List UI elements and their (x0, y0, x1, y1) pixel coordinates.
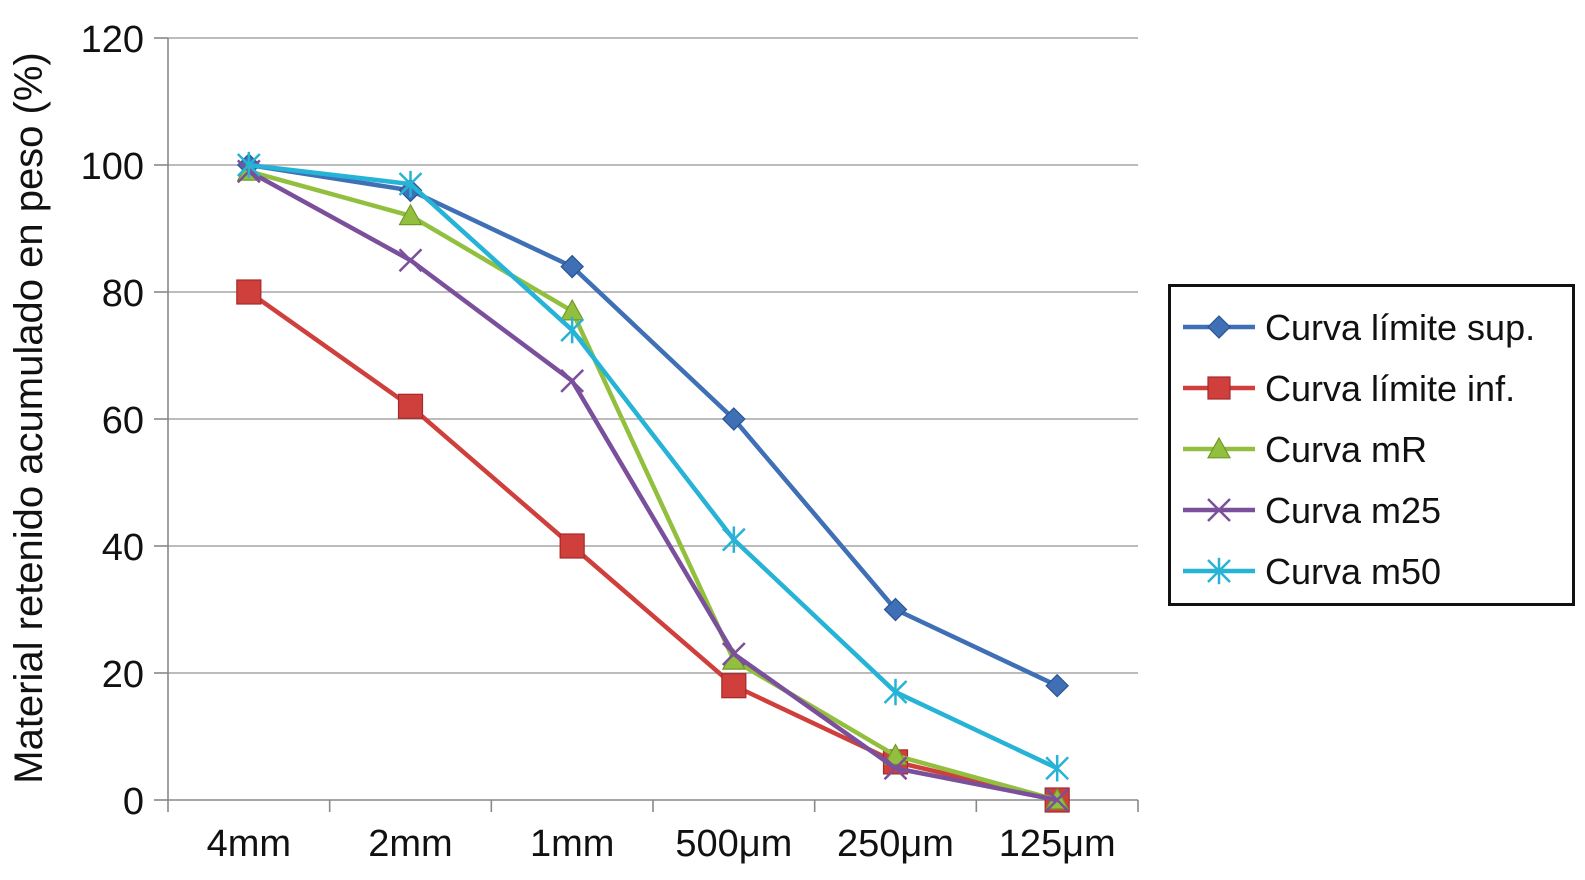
series-3 (236, 159, 1070, 810)
y-tick-label: 120 (81, 19, 144, 61)
y-tick-label: 40 (102, 527, 144, 569)
data-point-stroke (721, 642, 746, 666)
series-5 (236, 151, 1070, 782)
data-point (559, 533, 585, 559)
data-point (236, 151, 261, 179)
y-tick-label: 60 (102, 400, 144, 442)
data-point (1207, 315, 1231, 339)
legend-item: Curva límite inf. (1183, 368, 1515, 409)
legend-item: Curva mR (1183, 429, 1427, 470)
x-tick-label: 1mm (530, 823, 614, 865)
legend-item: Curva m25 (1183, 490, 1441, 531)
legend-item: Curva límite sup. (1183, 307, 1535, 348)
data-point (560, 316, 585, 344)
data-point (398, 248, 423, 273)
data-point (1207, 557, 1231, 585)
data-point (236, 279, 262, 305)
data-point (560, 298, 585, 321)
data-point-stroke (1207, 498, 1231, 522)
legend-label: Curva m50 (1265, 551, 1441, 592)
axes: 0 20 40 60 80 100 120 4mm 2mm 1mm 500μm 250μm 125μm (81, 19, 1139, 865)
legend-label: Curva m25 (1265, 490, 1441, 531)
data-point-stroke (560, 369, 585, 393)
y-axis-label: Material retenido acumulado en peso (%) (7, 52, 51, 784)
legend-label: Curva límite sup. (1265, 307, 1535, 348)
series-line (247, 169, 1058, 803)
series-line (248, 169, 1058, 803)
x-tick-label: 125μm (999, 823, 1116, 865)
data-point (883, 743, 908, 765)
data-point (560, 254, 585, 279)
series-line (248, 162, 1059, 688)
data-point (883, 756, 908, 781)
data-point (1206, 436, 1232, 459)
legend-item: Curva m50 (1183, 551, 1441, 592)
data-point (398, 170, 423, 198)
data-point (1045, 673, 1070, 698)
data-point (397, 393, 424, 419)
series-line (248, 162, 1059, 771)
legend-items: Curva límite sup. Curva límite inf. Curva … (1183, 307, 1535, 592)
data-point (1045, 788, 1070, 812)
series-4 (236, 159, 1070, 812)
series-lines (236, 151, 1070, 813)
data-point (721, 526, 746, 553)
data-point (1207, 376, 1231, 400)
data-point (1207, 498, 1231, 522)
x-tick-label: 500μm (675, 823, 792, 865)
data-point (560, 369, 585, 393)
y-tick-label: 20 (102, 654, 144, 696)
data-point-stroke (398, 248, 423, 273)
data-point (721, 642, 746, 666)
data-point (883, 597, 908, 622)
x-tick-label: 4mm (207, 823, 291, 865)
y-tick-label: 80 (102, 273, 144, 315)
grid-lines (168, 37, 1138, 674)
data-point-stroke (1045, 788, 1070, 812)
legend: Curva límite sup. Curva límite inf. Curva … (1168, 284, 1575, 606)
legend-label: Curva mR (1265, 429, 1427, 470)
y-tick-label: 100 (81, 146, 144, 188)
data-point (883, 678, 908, 706)
legend-label: Curva límite inf. (1265, 368, 1515, 409)
data-point (398, 203, 423, 226)
y-tick-label: 0 (123, 781, 144, 823)
data-point-stroke (883, 756, 908, 781)
data-point (1045, 755, 1070, 782)
x-tick-label: 250μm (837, 823, 954, 865)
data-point (721, 673, 747, 699)
axis-labels: Material retenido acumulado en peso (%) (7, 52, 51, 784)
series-line (247, 290, 1058, 803)
x-tick-label: 2mm (368, 823, 452, 865)
data-point (721, 407, 746, 431)
